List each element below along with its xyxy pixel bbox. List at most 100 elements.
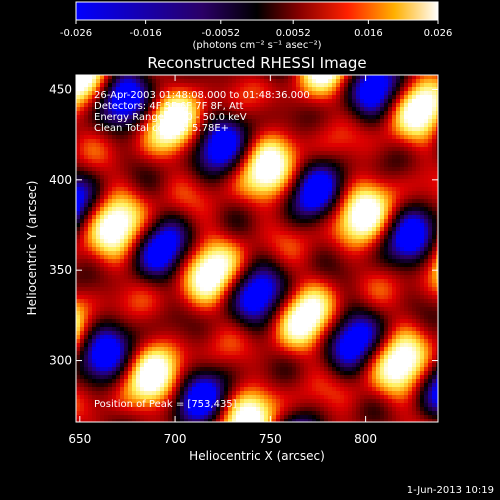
heatmap-cell: [420, 199, 424, 203]
heatmap-cell: [132, 239, 136, 243]
heatmap-cell: [432, 219, 436, 223]
heatmap-cell: [376, 199, 380, 203]
heatmap-cell: [316, 95, 320, 99]
heatmap-cell: [408, 199, 412, 203]
heatmap-cell: [160, 163, 164, 167]
heatmap-cell: [280, 99, 284, 103]
heatmap-cell: [324, 115, 328, 119]
heatmap-cell: [144, 219, 148, 223]
heatmap-cell: [220, 75, 224, 79]
heatmap-cell: [192, 115, 196, 119]
heatmap-cell: [184, 191, 188, 195]
heatmap-cell: [192, 191, 196, 195]
heatmap-cell: [336, 231, 340, 235]
heatmap-cell: [404, 219, 408, 223]
heatmap-cell: [112, 203, 116, 207]
heatmap-cell: [168, 211, 172, 215]
heatmap-cell: [260, 247, 264, 251]
heatmap-cell: [196, 95, 200, 99]
heatmap-cell: [304, 107, 308, 111]
heatmap-cell: [228, 79, 232, 83]
heatmap-cell: [116, 231, 120, 235]
heatmap-cell: [100, 231, 104, 235]
heatmap-cell: [428, 251, 432, 255]
heatmap-cell: [120, 247, 124, 251]
heatmap-cell: [88, 279, 92, 283]
heatmap-cell: [388, 223, 392, 227]
heatmap-cell: [80, 131, 84, 135]
heatmap-cell: [244, 235, 248, 239]
heatmap-cell: [348, 287, 352, 291]
heatmap-cell: [272, 187, 276, 191]
heatmap-cell: [180, 187, 184, 191]
heatmap-cell: [424, 119, 428, 123]
heatmap-cell: [336, 207, 340, 211]
heatmap-cell: [172, 247, 176, 251]
heatmap-cell: [252, 167, 256, 171]
heatmap-cell: [304, 75, 308, 79]
heatmap-cell: [148, 291, 152, 295]
heatmap-cell: [428, 267, 432, 271]
heatmap-cell: [324, 167, 328, 171]
heatmap-cell: [420, 95, 424, 99]
heatmap-cell: [380, 91, 384, 95]
heatmap-cell: [312, 199, 316, 203]
heatmap-cell: [408, 235, 412, 239]
heatmap-cell: [156, 195, 160, 199]
heatmap-cell: [340, 271, 344, 275]
heatmap-cell: [316, 279, 320, 283]
heatmap-cell: [148, 143, 152, 147]
heatmap-cell: [132, 103, 136, 107]
heatmap-cell: [76, 179, 80, 183]
heatmap-cell: [396, 171, 400, 175]
heatmap-cell: [160, 227, 164, 231]
heatmap-cell: [132, 251, 136, 255]
heatmap-cell: [332, 155, 336, 159]
heatmap-cell: [304, 183, 308, 187]
heatmap-cell: [332, 99, 336, 103]
heatmap-cell: [276, 143, 280, 147]
heatmap-cell: [220, 227, 224, 231]
heatmap-cell: [200, 79, 204, 83]
heatmap-cell: [432, 227, 436, 231]
heatmap-cell: [312, 215, 316, 219]
heatmap-cell: [268, 271, 272, 275]
heatmap-cell: [232, 219, 236, 223]
heatmap-cell: [356, 123, 360, 127]
heatmap-cell: [200, 271, 204, 275]
heatmap-cell: [312, 283, 316, 287]
heatmap-cell: [320, 99, 324, 103]
heatmap-cell: [236, 279, 240, 283]
heatmap-cell: [296, 123, 300, 127]
heatmap-cell: [244, 271, 248, 275]
heatmap-cell: [376, 231, 380, 235]
heatmap-cell: [100, 223, 104, 227]
heatmap-cell: [92, 87, 96, 91]
heatmap-cell: [228, 139, 232, 143]
heatmap-cell: [348, 243, 352, 247]
heatmap-cell: [276, 187, 280, 191]
heatmap-cell: [364, 267, 368, 271]
heatmap-cell: [296, 207, 300, 211]
heatmap-cell: [204, 211, 208, 215]
heatmap-cell: [416, 279, 420, 283]
heatmap-cell: [144, 215, 148, 219]
heatmap-cell: [272, 227, 276, 231]
heatmap-cell: [288, 219, 292, 223]
heatmap-cell: [232, 227, 236, 231]
heatmap-cell: [156, 263, 160, 267]
heatmap-cell: [388, 199, 392, 203]
heatmap-cell: [236, 107, 240, 111]
heatmap-cell: [156, 203, 160, 207]
heatmap-cell: [360, 83, 364, 87]
heatmap-cell: [96, 255, 100, 259]
heatmap-cell: [288, 287, 292, 291]
heatmap-cell: [304, 95, 308, 99]
heatmap-cell: [260, 183, 264, 187]
heatmap-cell: [188, 231, 192, 235]
heatmap-cell: [404, 231, 408, 235]
heatmap-cell: [168, 91, 172, 95]
heatmap-cell: [236, 231, 240, 235]
heatmap-cell: [236, 263, 240, 267]
heatmap-cell: [80, 227, 84, 231]
